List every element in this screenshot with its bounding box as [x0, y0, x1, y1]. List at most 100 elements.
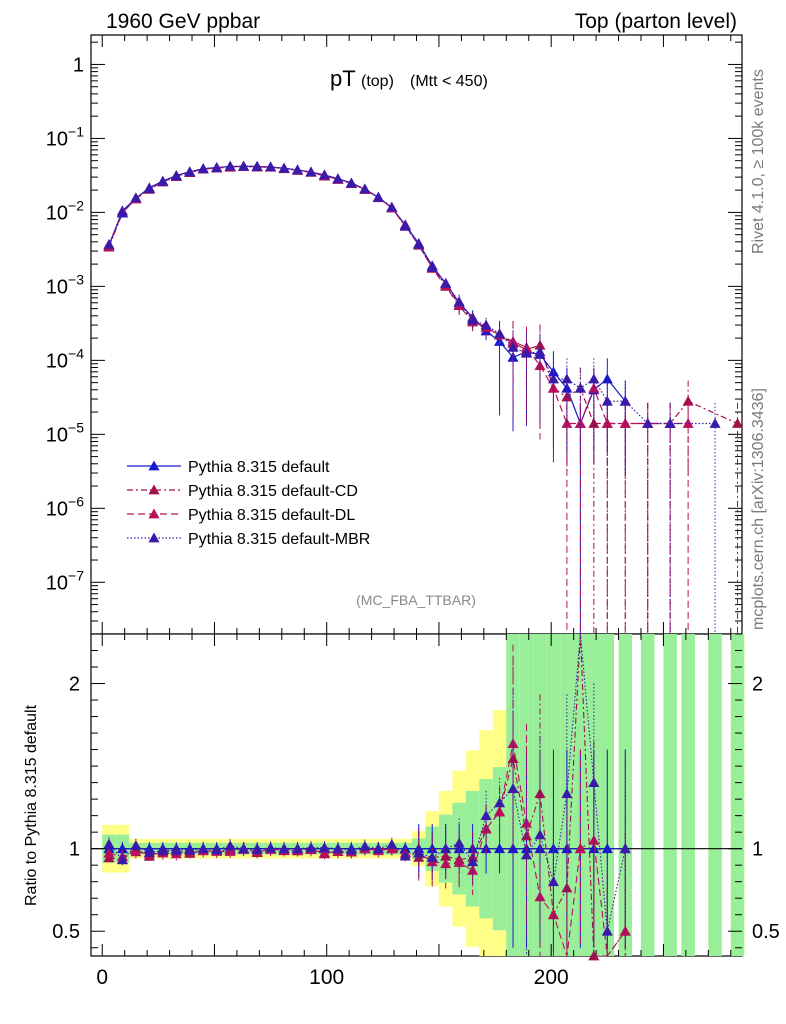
mcplots-label: mcplots.cern.ch [arXiv:1306.3436]: [750, 388, 767, 630]
data-marker: [561, 373, 573, 384]
y-tick-label: 10−6: [46, 493, 84, 520]
data-marker: [278, 162, 290, 173]
data-marker: [143, 847, 155, 857]
axis-ticks: 0 100 200 1 10−1 10−2 10−3 10−4 10−5 10−6 10−7 0.5 0…: [46, 35, 780, 989]
data-marker: [574, 382, 586, 393]
y-tick-label: 10−3: [46, 271, 84, 298]
data-marker: [148, 460, 160, 471]
data-marker: [574, 843, 586, 854]
ratio-panel: [90, 633, 743, 957]
data-marker: [480, 319, 492, 330]
plot-title: pT: [330, 66, 356, 91]
y-tick-label: 10−7: [46, 567, 84, 594]
data-marker: [197, 843, 209, 854]
data-marker: [574, 418, 586, 428]
data-marker: [238, 160, 250, 171]
data-marker: [547, 373, 559, 384]
band-green: [730, 634, 745, 956]
data-marker: [197, 163, 209, 174]
data-marker: [143, 183, 155, 193]
data-marker: [588, 834, 600, 845]
data-marker: [372, 191, 384, 202]
data-marker: [184, 166, 196, 177]
data-marker: [224, 840, 236, 851]
data-marker: [148, 484, 160, 495]
legend-label: Pythia 8.315 default-MBR: [188, 531, 370, 548]
data-marker: [494, 806, 506, 817]
ratio-tick-label: 1: [69, 839, 80, 861]
y-tick-label: 10−1: [46, 123, 84, 150]
data-marker: [520, 849, 532, 860]
data-marker: [520, 347, 532, 358]
data-marker: [534, 346, 546, 357]
data-marker: [426, 261, 438, 272]
data-marker: [359, 840, 371, 851]
data-marker: [561, 391, 573, 402]
data-marker: [664, 418, 676, 428]
data-marker: [619, 395, 631, 406]
data-marker: [601, 843, 613, 854]
data-marker: [292, 164, 304, 175]
y-tick-label: 10−5: [46, 419, 84, 446]
data-marker: [130, 846, 142, 857]
data-marker: [103, 238, 115, 249]
data-marker: [494, 843, 506, 854]
data-marker: [116, 854, 128, 865]
data-marker: [399, 850, 411, 861]
data-marker: [561, 788, 573, 799]
series-ratio: [103, 633, 631, 956]
ratio-series: [103, 633, 631, 961]
data-marker: [170, 170, 182, 181]
plot-title-sub2: (Mtt < 450): [410, 73, 488, 90]
data-marker: [619, 925, 631, 936]
header-right: Top (parton level): [575, 10, 737, 33]
legend-item: Pythia 8.315 default-CD: [127, 483, 358, 500]
legend-label: Pythia 8.315 default: [188, 459, 330, 476]
data-marker: [170, 844, 182, 855]
data-marker: [157, 845, 169, 855]
series-main: [103, 160, 721, 634]
data-marker: [345, 177, 357, 188]
band-green: [640, 634, 655, 956]
data-marker: [345, 844, 357, 855]
data-marker: [453, 296, 465, 307]
data-marker: [211, 844, 223, 855]
data-marker: [440, 277, 452, 288]
data-marker: [561, 418, 573, 428]
ratio-tick-label: 2: [752, 674, 763, 696]
rivet-label: Rivet 4.1.0, ≥ 100k events: [750, 69, 767, 254]
data-marker: [588, 373, 600, 384]
data-marker: [534, 339, 546, 350]
data-marker: [332, 843, 344, 854]
analysis-tag: (MC_FBA_TTBAR): [356, 592, 476, 608]
data-marker: [507, 783, 519, 794]
ratio-tick-label: 0.5: [52, 921, 80, 943]
data-marker: [453, 843, 465, 854]
data-marker: [480, 823, 492, 834]
x-tick-label: 0: [96, 966, 108, 989]
data-marker: [682, 395, 694, 406]
data-marker: [413, 238, 425, 249]
data-marker: [157, 175, 169, 186]
data-marker: [386, 201, 398, 212]
data-marker: [251, 160, 263, 171]
data-marker: [359, 183, 371, 194]
data-marker: [601, 373, 613, 384]
data-marker: [103, 838, 115, 849]
band-green: [681, 634, 695, 956]
data-marker: [116, 843, 128, 854]
data-marker: [534, 829, 546, 840]
data-marker: [184, 844, 196, 855]
data-marker: [130, 192, 142, 203]
data-marker: [211, 162, 223, 173]
legend-label: Pythia 8.315 default-DL: [188, 507, 355, 524]
data-marker: [318, 842, 330, 853]
legend-label: Pythia 8.315 default-CD: [188, 483, 358, 500]
data-marker: [453, 837, 465, 848]
data-marker: [601, 925, 613, 936]
data-marker: [467, 314, 479, 325]
data-marker: [130, 839, 142, 850]
main-panel: [90, 34, 743, 635]
y-tick-label: 10−2: [46, 197, 84, 224]
